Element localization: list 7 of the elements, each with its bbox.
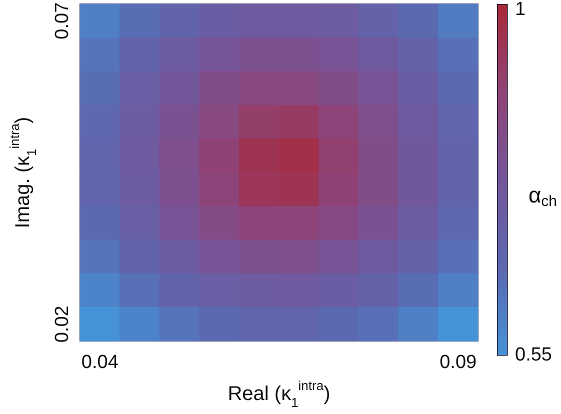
- y-tick-label: 0.07: [52, 2, 73, 40]
- x-tick-label: 0.09: [440, 352, 477, 373]
- color-bar-label: 0.55: [515, 344, 552, 366]
- x-tick-label: 0.04: [81, 352, 119, 373]
- y-axis-title: Imag. (κ1intra): [7, 116, 39, 228]
- color-bar-label: 1: [515, 0, 526, 20]
- y-tick-label: 0.02: [52, 306, 73, 343]
